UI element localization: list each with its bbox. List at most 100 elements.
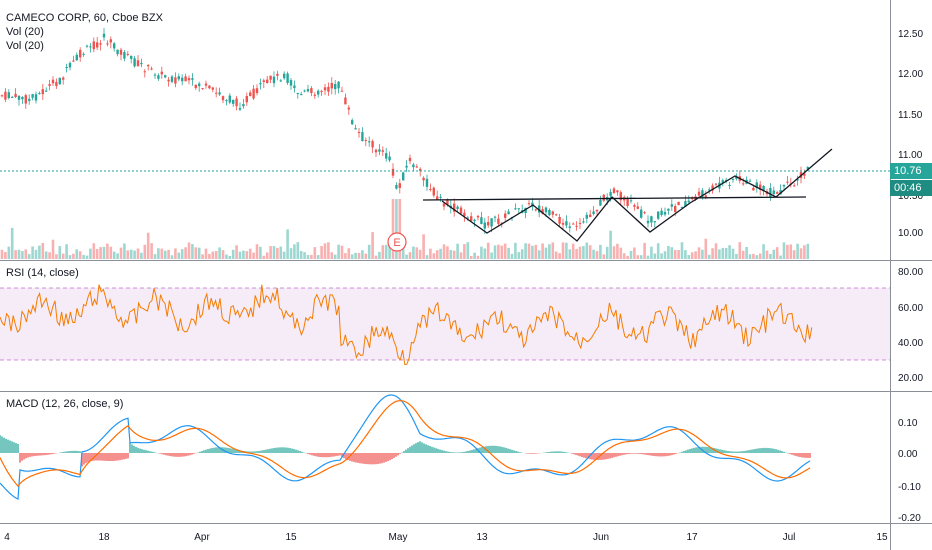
trend-drawings[interactable] bbox=[422, 148, 833, 242]
volume-bar bbox=[58, 246, 62, 259]
macd-histogram-bar bbox=[455, 452, 457, 453]
macd-histogram-bar bbox=[425, 444, 427, 453]
macd-histogram-bar bbox=[251, 451, 253, 453]
macd-histogram-bar bbox=[725, 450, 727, 453]
pattern-polyline[interactable] bbox=[441, 148, 833, 242]
macd-histogram-bar bbox=[143, 449, 145, 453]
macd-histogram-bar bbox=[199, 451, 201, 453]
candle-body bbox=[364, 140, 367, 142]
macd-histogram-bar bbox=[681, 451, 683, 453]
candle-body bbox=[72, 60, 75, 62]
candle-body bbox=[578, 222, 582, 224]
macd-histogram-bar bbox=[381, 453, 383, 464]
macd-histogram-bar bbox=[709, 447, 711, 453]
macd-histogram-bar bbox=[271, 448, 273, 453]
macd-histogram-bar bbox=[209, 448, 211, 453]
earnings-marker[interactable]: E bbox=[387, 232, 407, 252]
chart-legend[interactable]: CAMECO CORP, 60, Cboe BZX Vol (20) Vol (… bbox=[6, 11, 163, 53]
macd-histogram-bar bbox=[505, 447, 507, 453]
symbol-title[interactable]: CAMECO CORP, 60, Cboe BZX bbox=[6, 12, 163, 24]
macd-histogram-bar bbox=[25, 453, 27, 459]
volume-bar bbox=[558, 253, 561, 259]
macd-histogram-bar bbox=[577, 453, 579, 456]
macd-histogram-bar bbox=[733, 451, 735, 453]
volume-bar bbox=[442, 244, 446, 259]
price-pane[interactable] bbox=[0, 0, 890, 260]
candle-body bbox=[85, 45, 89, 47]
volume-indicator-label[interactable]: Vol (20) bbox=[6, 26, 44, 38]
macd-histogram-bar bbox=[287, 447, 289, 453]
macd-histogram-bar bbox=[437, 448, 439, 453]
candle-body bbox=[371, 141, 374, 148]
macd-histogram-bar bbox=[627, 453, 629, 455]
volume-bar bbox=[378, 251, 381, 259]
candle-body bbox=[334, 83, 337, 90]
candle-body bbox=[490, 218, 493, 227]
macd-histogram-bar bbox=[587, 453, 589, 459]
candle-body bbox=[310, 88, 313, 94]
macd-histogram-bar bbox=[227, 447, 229, 453]
macd-histogram-bar bbox=[397, 453, 399, 456]
macd-histogram-bar bbox=[47, 453, 49, 455]
macd-histogram-bar bbox=[159, 453, 161, 454]
macd-histogram-bar bbox=[737, 451, 739, 453]
candle-body bbox=[58, 77, 61, 85]
volume-bar bbox=[497, 244, 500, 259]
macd-histogram-bar bbox=[311, 453, 313, 456]
candle-body bbox=[480, 217, 483, 224]
macd-histogram-bar bbox=[483, 446, 485, 453]
volume-bar bbox=[180, 249, 184, 259]
candle-body bbox=[432, 187, 435, 196]
macd-histogram-bar bbox=[529, 453, 531, 454]
macd-histogram-bar bbox=[741, 451, 743, 453]
macd-histogram-bar bbox=[595, 453, 597, 460]
macd-histogram-bar bbox=[745, 450, 747, 453]
macd-axis[interactable]: 0.10 0.00 -0.10 -0.20 bbox=[898, 418, 921, 524]
macd-histogram-bar bbox=[645, 453, 647, 455]
candle-body bbox=[133, 58, 136, 67]
rsi-legend[interactable]: RSI (14, close) bbox=[6, 267, 79, 279]
macd-legend[interactable]: MACD (12, 26, close, 9) bbox=[6, 398, 124, 410]
volume-bar bbox=[126, 250, 130, 259]
candle-body bbox=[602, 194, 605, 201]
candle-body bbox=[313, 94, 316, 96]
volume-bar bbox=[605, 246, 609, 259]
price-axis[interactable]: 12.50 12.00 11.50 11.00 10.50 10.00 bbox=[898, 29, 923, 239]
macd-histogram-bar bbox=[657, 453, 659, 457]
macd-histogram-bar bbox=[473, 449, 475, 453]
macd-histogram-bar bbox=[281, 447, 283, 453]
macd-histogram-bar bbox=[451, 452, 453, 453]
macd-histogram-bar bbox=[79, 451, 81, 453]
macd-histogram-bar bbox=[581, 453, 583, 457]
volume-bar bbox=[650, 246, 653, 259]
macd-histogram-bar bbox=[719, 449, 721, 453]
volume-indicator-label[interactable]: Vol (20) bbox=[6, 40, 44, 52]
price-tick: 12.00 bbox=[898, 69, 923, 80]
macd-histogram-bar bbox=[167, 453, 169, 456]
rsi-axis[interactable]: 80.00 60.00 40.00 20.00 bbox=[898, 267, 923, 384]
candle-body bbox=[150, 68, 153, 70]
volume-bar bbox=[384, 244, 388, 259]
volume-bar bbox=[446, 246, 449, 259]
volume-bar bbox=[14, 250, 17, 259]
macd-histogram-bar bbox=[33, 453, 35, 457]
volume-bar bbox=[38, 245, 41, 259]
macd-histogram-bar bbox=[803, 453, 805, 458]
volume-bar bbox=[279, 246, 283, 259]
time-axis[interactable]: 4 18 Apr 15 May 13 Jun 17 Jul 15 bbox=[4, 532, 888, 543]
volume-bar bbox=[289, 248, 293, 259]
candle-body bbox=[585, 214, 588, 219]
macd-histogram-bar bbox=[465, 451, 467, 453]
macd-histogram-bar bbox=[125, 453, 127, 459]
volume-bar bbox=[401, 244, 405, 259]
macd-histogram-bar bbox=[631, 453, 633, 454]
volume-bar bbox=[806, 243, 810, 259]
candle-body bbox=[204, 83, 208, 86]
volume-bar bbox=[24, 249, 28, 259]
macd-histogram-bar bbox=[113, 453, 115, 461]
macd-histogram-bar bbox=[459, 452, 461, 453]
candle-body bbox=[504, 213, 507, 218]
candle-body bbox=[259, 83, 262, 85]
macd-histogram-bar bbox=[3, 437, 5, 453]
